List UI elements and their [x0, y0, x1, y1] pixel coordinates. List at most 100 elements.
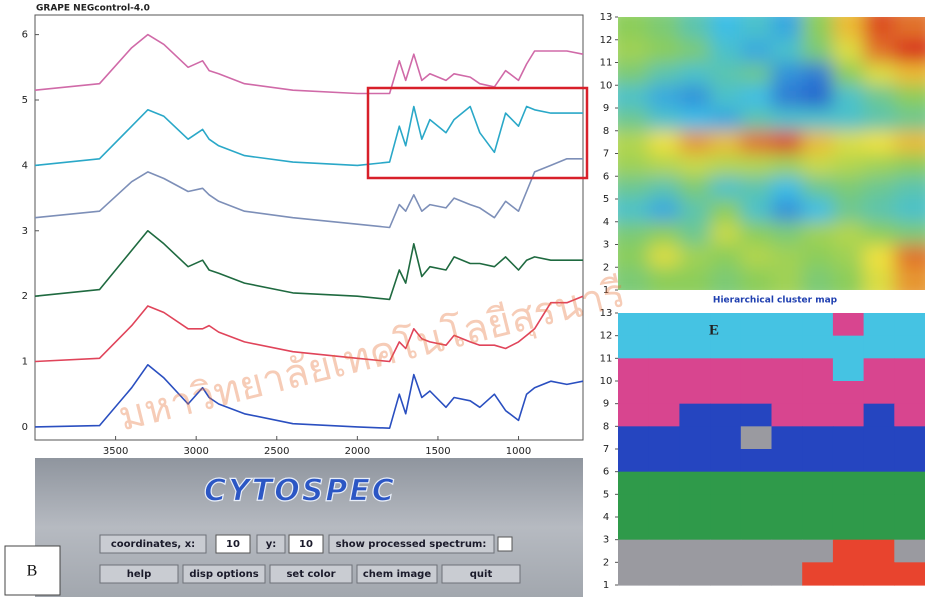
heatmap-cell — [894, 40, 925, 64]
cluster-cell — [679, 426, 710, 449]
y-tick-label: 4 — [22, 160, 28, 171]
cluster-cell — [649, 381, 680, 404]
panel-letter: E — [709, 322, 719, 338]
cluster-cell — [894, 494, 925, 517]
cluster-cell — [741, 540, 772, 563]
heatmap-y-tick-label: 5 — [603, 194, 609, 205]
heatmap-cell — [833, 154, 865, 178]
heatmap-cell — [679, 176, 711, 200]
heatmap-cell — [802, 176, 834, 200]
heatmap-cell — [894, 154, 925, 178]
cluster-cell — [894, 336, 925, 359]
heatmap-cell — [894, 199, 925, 223]
cluster-cell — [802, 472, 833, 495]
heatmap-cell — [741, 108, 773, 132]
button-label: disp options — [189, 569, 258, 580]
x-tick-label: 2000 — [345, 446, 370, 457]
cluster-cell — [864, 494, 895, 517]
heatmap-cell — [894, 63, 925, 87]
figure-label: B — [27, 563, 38, 580]
heatmap-cell — [679, 63, 711, 87]
heatmap-cell — [864, 199, 896, 223]
heatmap-cell — [649, 199, 681, 223]
cluster-cell — [710, 358, 741, 381]
heatmap-cell — [894, 222, 925, 246]
heatmap-cell — [741, 154, 773, 178]
heatmap-y-tick-label: 9 — [603, 103, 609, 114]
heatmap-cell — [802, 40, 834, 64]
cluster-cell — [679, 336, 710, 359]
cluster-cell — [802, 540, 833, 563]
heatmap-cell — [649, 154, 681, 178]
heatmap-cell — [802, 85, 834, 109]
button-row: helpdisp optionsset colorchem imagequit — [100, 565, 520, 583]
cluster-cell — [618, 472, 649, 495]
x-tick-label: 3500 — [103, 446, 128, 457]
heatmap-cell — [710, 199, 742, 223]
heatmap-cell — [710, 108, 742, 132]
cluster-cell — [679, 472, 710, 495]
heatmap-y-tick-label: 3 — [603, 240, 609, 251]
cluster-cell — [772, 381, 803, 404]
heatmap-cell — [710, 40, 742, 64]
cluster-cell — [894, 358, 925, 381]
cluster-y-tick-label: 10 — [600, 376, 613, 387]
coordinates-label: coordinates, x: — [111, 539, 195, 550]
heatmap-cell — [864, 176, 896, 200]
cluster-cell — [802, 562, 833, 585]
cluster-cell — [741, 313, 772, 336]
button-label: chem image — [363, 569, 431, 580]
heatmap-cell — [679, 245, 711, 269]
heatmap-cell — [649, 131, 681, 155]
processed-checkbox[interactable] — [498, 537, 512, 551]
button-label: quit — [470, 569, 493, 580]
cluster-cell — [894, 472, 925, 495]
cluster-cell — [864, 449, 895, 472]
cluster-cell — [772, 313, 803, 336]
cluster-cell — [894, 517, 925, 540]
screenshot: GRAPE NEGcontrol-4.0 0123456350030002500… — [0, 0, 925, 597]
cluster-cell — [710, 472, 741, 495]
cluster-cell — [772, 562, 803, 585]
x-tick-label: 1500 — [425, 446, 450, 457]
heatmap-cell — [833, 40, 865, 64]
heatmap-y-tick-label: 6 — [603, 171, 609, 182]
heatmap-cell — [710, 63, 742, 87]
x-value: 10 — [226, 539, 240, 550]
cluster-cell — [894, 426, 925, 449]
cluster-cell — [894, 381, 925, 404]
cluster-cell — [649, 336, 680, 359]
cluster-cell — [802, 381, 833, 404]
cluster-cell — [772, 472, 803, 495]
cluster-cell — [864, 562, 895, 585]
heatmap-cell — [772, 245, 804, 269]
heatmap-cell — [649, 245, 681, 269]
cluster-cell — [679, 562, 710, 585]
cluster-cell — [864, 540, 895, 563]
logo: CYTOSPEC — [204, 474, 396, 509]
cluster-map: 12345678910111213 — [600, 308, 925, 591]
cluster-cell — [802, 449, 833, 472]
heatmap-cell — [864, 63, 896, 87]
cluster-cell — [649, 562, 680, 585]
heatmap-cell — [772, 199, 804, 223]
cluster-cell — [618, 449, 649, 472]
cluster-cell — [864, 472, 895, 495]
cluster-cell — [649, 358, 680, 381]
cluster-cell — [618, 494, 649, 517]
y-label: y: — [266, 539, 277, 550]
cluster-cell — [710, 562, 741, 585]
cluster-y-tick-label: 6 — [603, 467, 609, 478]
cluster-cell — [864, 517, 895, 540]
y-tick-label: 0 — [22, 422, 28, 433]
heatmap-cell — [741, 63, 773, 87]
cluster-cell — [741, 336, 772, 359]
cluster-cell — [710, 336, 741, 359]
cluster-y-tick-label: 7 — [603, 444, 609, 455]
cluster-cell — [741, 358, 772, 381]
cluster-cell — [649, 449, 680, 472]
heatmap-cell — [894, 245, 925, 269]
heatmap-cell — [864, 131, 896, 155]
heatmap-cell — [679, 222, 711, 246]
cluster-cell — [864, 381, 895, 404]
